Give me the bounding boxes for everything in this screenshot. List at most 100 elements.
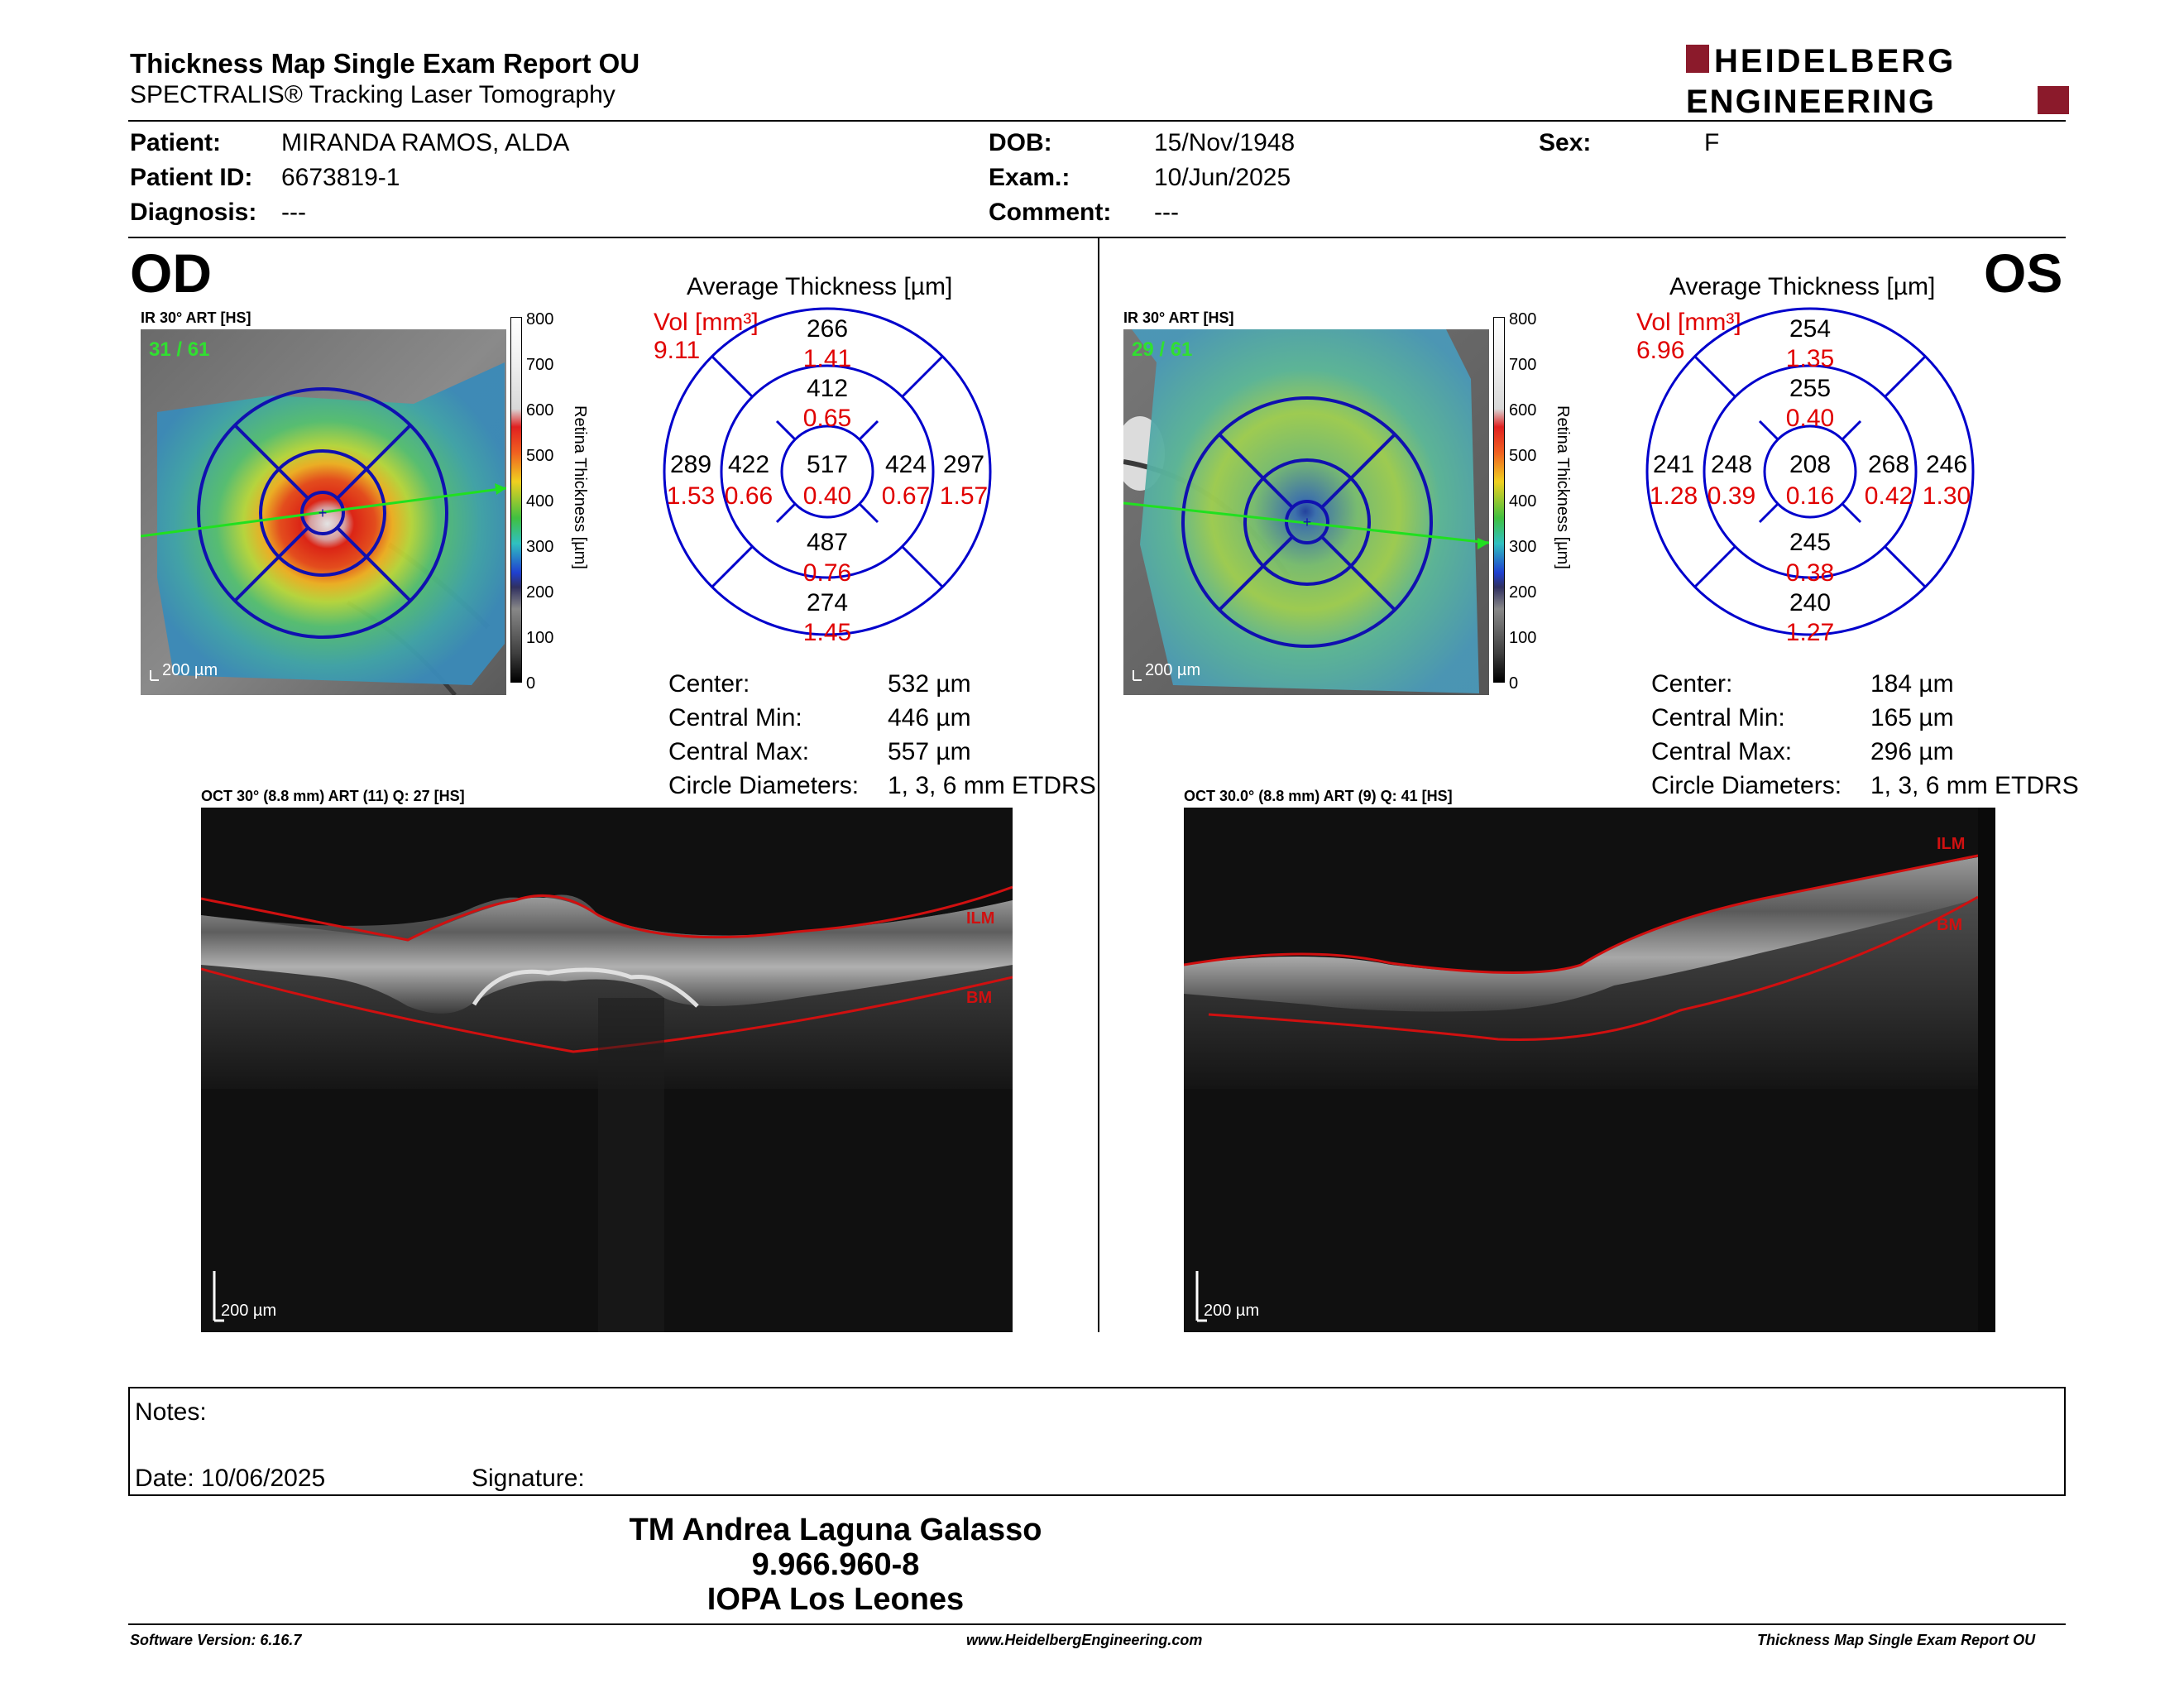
od-center-vol: 0.40	[803, 482, 851, 510]
os-stat-min-value: 165 µm	[1870, 704, 1954, 731]
os-inner-r-vol: 0.42	[1865, 482, 1913, 510]
os-inner-l-thk: 248	[1711, 451, 1752, 478]
footer-divider	[128, 1623, 2066, 1625]
patient-name: MIRANDA RAMOS, ALDA	[281, 129, 570, 156]
od-stat-diam-label: Circle Diameters:	[668, 772, 860, 799]
os-center-vol: 0.16	[1786, 482, 1834, 510]
svg-text:+: +	[318, 505, 328, 521]
od-inner-l-thk: 422	[728, 451, 769, 478]
od-outer-sup-vol: 1.41	[803, 345, 851, 372]
header-divider	[128, 120, 2066, 122]
os-vol-label: Vol [mm³]	[1636, 309, 1741, 336]
exam-label: Exam.:	[989, 164, 1070, 191]
os-outer-l-thk: 241	[1653, 451, 1694, 478]
od-outer-r-vol: 1.57	[940, 482, 988, 510]
os-inner-r-thk: 268	[1868, 451, 1909, 478]
eye-label-od: OD	[130, 242, 212, 304]
patient-label: Patient:	[130, 129, 222, 156]
od-outer-l-vol: 1.53	[667, 482, 715, 510]
os-inner-inf-thk: 245	[1789, 529, 1831, 556]
os-outer-sup-thk: 254	[1789, 315, 1831, 343]
od-outer-sup-thk: 266	[807, 315, 848, 343]
od-vol-total: 9.11	[654, 337, 701, 364]
heidelberg-logo: HEIDELBERG ENGINEERING	[1686, 43, 2069, 117]
patient-id-label: Patient ID:	[130, 164, 253, 191]
od-center-thk: 517	[807, 451, 848, 478]
os-colorbar-ticks: 800 700 600 500 400 300 200 100 0	[1509, 310, 1537, 693]
od-stat-diam-value: 1, 3, 6 mm ETDRS	[888, 772, 1096, 799]
eye-label-os: OS	[1984, 242, 2063, 304]
notes-box[interactable]: Notes: Date: 10/06/2025 Signature:	[128, 1387, 2066, 1496]
eye-divider	[1098, 238, 1099, 1332]
signature-name: TM Andrea Laguna Galasso	[629, 1513, 1042, 1547]
od-thickness-map: + 31 / 61 200 µm	[141, 329, 506, 695]
od-stat-min-label: Central Min:	[668, 704, 802, 731]
os-inner-l-vol: 0.39	[1707, 482, 1755, 510]
os-avg-title: Average Thickness [µm]	[1669, 273, 1936, 300]
os-stat-center-value: 184 µm	[1870, 670, 1954, 698]
od-ir-scale: 200 µm	[162, 661, 218, 679]
footer-report: Thickness Map Single Exam Report OU	[1757, 1632, 2036, 1648]
notes-date: Date: 10/06/2025	[135, 1465, 326, 1492]
sex-label: Sex:	[1539, 129, 1592, 156]
os-oct-scale: 200 µm	[1204, 1302, 1259, 1320]
od-inner-r-vol: 0.67	[882, 482, 930, 510]
os-thickness-map: + 29 / 61 200 µm	[1123, 329, 1489, 695]
os-outer-inf-thk: 240	[1789, 589, 1831, 616]
od-outer-inf-vol: 1.45	[803, 619, 851, 641]
od-colorbar-ticks: 800 700 600 500 400 300 200 100 0	[526, 310, 554, 693]
os-stat-diam-label: Circle Diameters:	[1651, 772, 1842, 799]
od-colorbar-label: Retina Thickness [µm]	[571, 405, 589, 569]
os-outer-r-thk: 246	[1926, 451, 1967, 478]
os-colorbar-label: Retina Thickness [µm]	[1554, 405, 1572, 569]
od-stat-min-value: 446 µm	[888, 704, 971, 731]
comment-label: Comment:	[989, 199, 1112, 226]
os-ilm-label: ILM	[1937, 835, 1965, 853]
logo-line1: HEIDELBERG	[1714, 43, 1956, 79]
notes-label: Notes:	[135, 1398, 207, 1426]
os-center-thk: 208	[1789, 451, 1831, 478]
os-oct-caption: OCT 30.0° (8.8 mm) ART (9) Q: 41 [HS]	[1184, 788, 1453, 804]
od-outer-r-thk: 297	[943, 451, 984, 478]
od-outer-l-thk: 289	[670, 451, 711, 478]
od-ir-count: 31 / 61	[149, 338, 209, 361]
od-bm-label: BM	[966, 989, 992, 1007]
os-etdrs-grid: 254 1.35 255 0.40 208 0.16 248 0.39 268 …	[1645, 307, 1975, 641]
report-title: Thickness Map Single Exam Report OU	[130, 48, 640, 79]
od-etdrs-grid: 266 1.41 412 0.65 517 0.40 422 0.66 424 …	[663, 307, 992, 641]
os-colorbar	[1493, 317, 1505, 683]
od-ilm-label: ILM	[966, 909, 994, 928]
os-inner-inf-vol: 0.38	[1786, 559, 1834, 587]
os-ir-count: 29 / 61	[1132, 338, 1192, 361]
os-outer-inf-vol: 1.27	[1786, 619, 1834, 641]
diagnosis-label: Diagnosis:	[130, 199, 257, 226]
diagnosis-value: ---	[281, 199, 306, 226]
os-outer-r-vol: 1.30	[1923, 482, 1971, 510]
os-outer-sup-vol: 1.35	[1786, 345, 1834, 372]
od-avg-title: Average Thickness [µm]	[687, 273, 953, 300]
od-colorbar	[510, 317, 522, 683]
footer-version: Software Version: 6.16.7	[130, 1632, 302, 1648]
os-outer-l-vol: 1.28	[1650, 482, 1698, 510]
os-stat-diam-value: 1, 3, 6 mm ETDRS	[1870, 772, 2079, 799]
dob-value: 15/Nov/1948	[1154, 129, 1296, 156]
od-ir-caption: IR 30° ART [HS]	[141, 309, 251, 326]
footer-url[interactable]: www.HeidelbergEngineering.com	[966, 1632, 1203, 1648]
od-oct-scale: 200 µm	[221, 1302, 276, 1320]
os-inner-sup-vol: 0.40	[1786, 405, 1834, 432]
dob-label: DOB:	[989, 129, 1052, 156]
od-oct-bscan: ILM BM 200 µm	[201, 808, 1013, 1332]
os-stat-center-label: Center:	[1651, 670, 1733, 698]
od-inner-r-thk: 424	[885, 451, 927, 478]
exam-value: 10/Jun/2025	[1154, 164, 1291, 191]
os-stat-max-label: Central Max:	[1651, 738, 1793, 765]
report-subtitle: SPECTRALIS® Tracking Laser Tomography	[130, 81, 615, 108]
od-stat-max-label: Central Max:	[668, 738, 810, 765]
od-vol-label: Vol [mm³]	[654, 309, 759, 336]
logo-line2: ENGINEERING	[1686, 84, 1936, 117]
sex-value: F	[1704, 129, 1720, 156]
os-inner-sup-thk: 255	[1789, 375, 1831, 402]
od-stat-center-value: 532 µm	[888, 670, 971, 698]
os-ir-scale: 200 µm	[1145, 661, 1200, 679]
od-stat-max-value: 557 µm	[888, 738, 971, 765]
